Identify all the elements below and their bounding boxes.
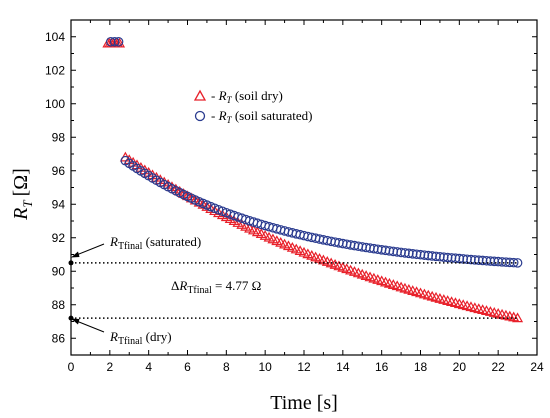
y-axis-title-main: R bbox=[10, 208, 32, 221]
annotation-saturated-label: RTfinal (saturated) bbox=[109, 234, 201, 252]
data-point-saturated bbox=[466, 254, 476, 265]
annotation-dry-label: RTfinal (dry) bbox=[109, 329, 172, 347]
y-axis-title-unit: [Ω] bbox=[10, 168, 32, 196]
legend-label-sat-main: R bbox=[218, 108, 227, 123]
y-tick-label: 88 bbox=[52, 298, 66, 312]
y-tick-label: 100 bbox=[45, 97, 65, 111]
series-soil-saturated bbox=[106, 36, 523, 268]
x-tick-label: 24 bbox=[530, 360, 544, 374]
legend-label-dry-suffix: (soil dry) bbox=[232, 88, 283, 103]
annotation-saturated-sub: Tfinal bbox=[118, 241, 143, 252]
legend-marker-saturated bbox=[194, 110, 206, 122]
legend-label-sat-suffix: (soil saturated) bbox=[232, 108, 313, 123]
x-tick-label: 20 bbox=[453, 360, 467, 374]
reference-lines bbox=[68, 260, 518, 321]
annotation-delta-prefix: Δ bbox=[171, 278, 179, 293]
data-point-saturated bbox=[508, 257, 519, 268]
legend-label-sat-sub: T bbox=[227, 115, 233, 125]
data-point-saturated bbox=[113, 36, 124, 47]
legend-label-saturated: - RT (soil saturated) bbox=[211, 108, 312, 125]
data-point-saturated bbox=[497, 257, 507, 267]
legend-marker-dry bbox=[193, 89, 207, 101]
x-tick-label: 8 bbox=[223, 360, 230, 374]
y-tick-label: 86 bbox=[52, 331, 66, 345]
annotation-delta-sub: Tfinal bbox=[187, 285, 212, 296]
data-point-dry bbox=[114, 37, 126, 48]
annotation-saturated-suffix: (saturated) bbox=[142, 234, 201, 249]
x-axis-title: Time [s] bbox=[270, 392, 338, 414]
data-point-saturated bbox=[106, 36, 116, 47]
y-tick-label: 102 bbox=[45, 63, 65, 77]
data-point-saturated bbox=[489, 256, 500, 267]
x-tick-label: 4 bbox=[145, 360, 152, 374]
annotation-dry-main: R bbox=[109, 329, 118, 344]
data-point-saturated bbox=[109, 36, 120, 47]
legend-label-dry-sub: T bbox=[227, 95, 233, 105]
legend-label-dry-prefix: - bbox=[211, 88, 219, 103]
y-tick-label: 94 bbox=[52, 197, 66, 211]
legend: - RT (soil dry) - RT (soil saturated) bbox=[193, 88, 312, 125]
annotation-dry-arrow bbox=[73, 319, 105, 333]
plot-frame bbox=[70, 19, 538, 356]
data-point-saturated bbox=[501, 257, 511, 267]
annotation-delta-suffix: = 4.77 Ω bbox=[212, 278, 262, 293]
annotation-dry-suffix: (dry) bbox=[142, 329, 171, 344]
data-point-saturated bbox=[485, 256, 496, 266]
x-tick-label: 10 bbox=[258, 360, 272, 374]
data-point-saturated bbox=[473, 255, 484, 265]
annotation-saturated: RTfinal (saturated) bbox=[71, 234, 201, 258]
axis-ticks: 0 2 4 6 8 10 12 14 16 18 20 22 248688909294969810010… bbox=[45, 20, 544, 374]
legend-label-dry-main: R bbox=[218, 88, 227, 103]
x-tick-label: 2 bbox=[106, 360, 113, 374]
legend-label-sat-prefix: - bbox=[211, 108, 219, 123]
annotation-dry-sub: Tfinal bbox=[118, 336, 143, 347]
x-tick-label: 12 bbox=[297, 360, 311, 374]
data-point-saturated bbox=[512, 258, 523, 268]
y-tick-label: 96 bbox=[52, 164, 66, 178]
annotation-dry-arrowhead bbox=[71, 318, 80, 325]
y-tick-label: 104 bbox=[45, 30, 65, 44]
y-axis-title-sub: T bbox=[20, 200, 35, 208]
x-tick-label: 6 bbox=[184, 360, 191, 374]
annotation-dry: RTfinal (dry) bbox=[71, 318, 172, 347]
data-point-saturated bbox=[470, 255, 480, 265]
y-tick-label: 92 bbox=[52, 231, 66, 245]
annotation-saturated-arrow bbox=[73, 243, 105, 257]
data-point-saturated bbox=[477, 255, 488, 266]
annotation-delta: ΔRTfinal = 4.77 Ω bbox=[171, 278, 261, 296]
y-tick-label: 98 bbox=[52, 130, 66, 144]
legend-label-dry: - RT (soil dry) bbox=[211, 88, 283, 105]
x-tick-label: 16 bbox=[375, 360, 389, 374]
annotation-saturated-arrowhead bbox=[71, 251, 80, 258]
y-axis-title: RT [Ω] bbox=[10, 168, 35, 221]
y-tick-label: 90 bbox=[52, 264, 66, 278]
data-point-saturated bbox=[493, 256, 503, 267]
annotation-saturated-main: R bbox=[109, 234, 118, 249]
data-point-saturated bbox=[481, 255, 492, 266]
x-tick-label: 22 bbox=[491, 360, 505, 374]
annotation-delta-main: R bbox=[178, 278, 187, 293]
x-tick-label: 14 bbox=[336, 360, 350, 374]
x-tick-label: 0 bbox=[68, 360, 75, 374]
data-point-saturated bbox=[505, 257, 515, 268]
x-tick-label: 18 bbox=[414, 360, 428, 374]
